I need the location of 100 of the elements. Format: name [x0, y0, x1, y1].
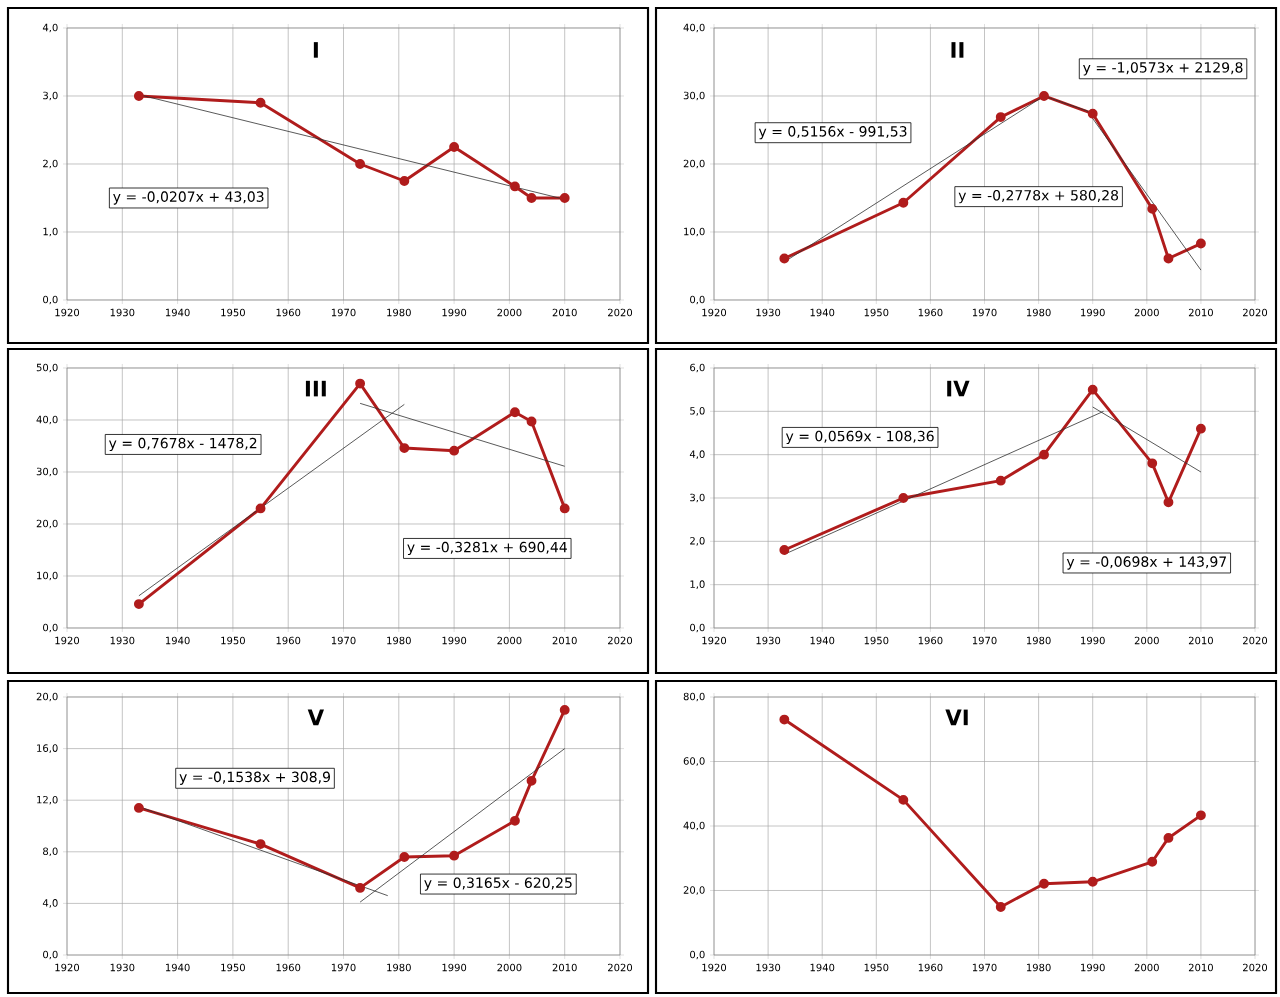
- y-tick-label: 0,0: [43, 950, 58, 960]
- y-tick-label: 6,0: [690, 363, 705, 373]
- x-tick-label: 1920: [702, 963, 727, 972]
- x-tick-label: 1960: [276, 308, 301, 317]
- y-tick-label: 0,0: [690, 950, 705, 960]
- chart-title: III: [305, 380, 326, 397]
- y-tick-label: 40,0: [36, 415, 58, 425]
- y-tick-label: 30,0: [36, 467, 58, 477]
- x-tick-label: 1960: [918, 308, 943, 317]
- x-tick-label: 1990: [1081, 963, 1105, 972]
- x-tick-label: 1980: [387, 636, 411, 645]
- x-tick-label: 1920: [702, 636, 727, 645]
- y-tick-label: 40,0: [683, 23, 705, 33]
- y-tick-label: 1,0: [690, 580, 705, 589]
- y-tick-label: 50,0: [36, 363, 58, 373]
- x-tick-label: 1930: [110, 636, 135, 645]
- annotation: y = -0,2778x + 580,28: [958, 189, 1119, 204]
- x-tick-label: 1950: [221, 963, 245, 972]
- annotation: y = 0,5156x - 991,53: [758, 126, 907, 140]
- y-tick-label: 1,0: [43, 227, 58, 237]
- x-tick-label: 1950: [864, 308, 889, 317]
- x-tick-label: 1990: [442, 963, 467, 972]
- annotation: y = -0,0207x + 43,03: [113, 191, 264, 205]
- annotation: y = 0,3165x - 620,25: [424, 877, 572, 891]
- x-tick-label: 1990: [442, 636, 467, 645]
- x-tick-label: 1990: [1081, 636, 1105, 645]
- y-tick-label: 20,0: [683, 159, 705, 169]
- x-tick-label: 2020: [1243, 963, 1268, 972]
- x-tick-label: 1980: [387, 963, 411, 972]
- x-tick-label: 1980: [1027, 963, 1051, 972]
- x-tick-label: 1940: [810, 308, 835, 317]
- x-tick-label: 1940: [165, 636, 190, 645]
- x-tick-label: 1960: [918, 963, 943, 972]
- x-tick-label: 2010: [1188, 308, 1213, 317]
- x-tick-label: 2020: [1243, 308, 1268, 317]
- x-tick-label: 1930: [756, 308, 781, 317]
- annotation: y = 0,0569x - 108,36: [785, 430, 934, 445]
- y-tick-label: 80,0: [683, 692, 705, 702]
- x-tick-label: 1920: [55, 636, 80, 645]
- y-tick-label: 8,0: [43, 847, 58, 857]
- text: I: [313, 42, 318, 58]
- x-tick-label: 1920: [55, 963, 80, 972]
- x-tick-label: 1950: [864, 963, 889, 972]
- y-tick-label: 0,0: [690, 623, 705, 633]
- y-tick-label: 60,0: [683, 757, 705, 766]
- y-tick-label: 3,0: [690, 493, 705, 503]
- y-tick-label: 10,0: [37, 571, 58, 581]
- x-tick-label: 1980: [387, 308, 411, 317]
- x-tick-label: 2000: [497, 963, 522, 972]
- chart-title: V: [307, 709, 324, 726]
- x-tick-label: 2010: [552, 963, 577, 972]
- x-tick-label: 1940: [810, 636, 835, 645]
- y-tick-label: 30,0: [683, 91, 705, 101]
- annotation: y = -0,0698x + 143,97: [1066, 556, 1227, 570]
- x-tick-label: 1970: [331, 963, 356, 972]
- y-tick-label: 3,0: [43, 91, 58, 101]
- x-tick-label: 1990: [1081, 308, 1105, 317]
- x-tick-label: 2020: [608, 963, 633, 972]
- x-tick-label: 1960: [276, 963, 301, 972]
- x-tick-label: 1990: [442, 308, 467, 317]
- x-tick-label: 1980: [1027, 308, 1051, 317]
- y-tick-label: 12,0: [37, 795, 58, 805]
- x-tick-label: 1970: [331, 636, 356, 645]
- x-tick-label: 1960: [918, 636, 943, 645]
- x-tick-label: 1970: [331, 308, 356, 317]
- y-tick-label: 40,0: [683, 821, 705, 831]
- y-tick-label: 20,0: [683, 886, 705, 895]
- x-tick-label: 2000: [1134, 963, 1159, 972]
- x-tick-label: 1970: [972, 636, 997, 645]
- x-tick-label: 1970: [972, 308, 997, 317]
- x-tick-label: 2010: [552, 308, 577, 317]
- x-tick-label: 1930: [110, 308, 135, 317]
- annotation: y = -1,0573x + 2129,8: [1083, 62, 1243, 76]
- x-tick-label: 1980: [1027, 636, 1051, 645]
- x-tick-label: 1950: [864, 636, 889, 645]
- chart-title: VI: [945, 709, 968, 726]
- annotation: y = -0,1538x + 308,9: [179, 771, 330, 785]
- x-tick-label: 1930: [756, 963, 781, 972]
- x-tick-label: 1940: [165, 308, 190, 317]
- annotation: y = 0,7678x - 1478,2: [108, 437, 257, 452]
- x-tick-label: 2000: [497, 636, 522, 645]
- x-tick-label: 1920: [55, 308, 80, 317]
- x-tick-label: 1960: [276, 636, 301, 645]
- y-tick-label: 10,0: [684, 227, 705, 237]
- x-tick-label: 2020: [1243, 636, 1268, 645]
- x-tick-label: 2000: [1134, 308, 1159, 317]
- x-tick-label: 2000: [497, 308, 522, 317]
- y-tick-label: 0,0: [690, 295, 705, 305]
- y-tick-label: 4,0: [689, 450, 705, 459]
- text: II: [951, 42, 964, 58]
- y-tick-label: 4,0: [42, 899, 58, 908]
- y-tick-label: 0,0: [43, 623, 58, 633]
- x-tick-label: 2020: [608, 308, 633, 317]
- y-tick-label: 5,0: [690, 407, 705, 416]
- y-tick-label: 16,0: [37, 744, 58, 753]
- x-tick-label: 2010: [552, 636, 577, 645]
- x-tick-label: 1970: [972, 963, 997, 972]
- x-tick-label: 1950: [221, 636, 245, 645]
- x-tick-label: 2010: [1188, 963, 1213, 972]
- x-tick-label: 1940: [165, 963, 190, 972]
